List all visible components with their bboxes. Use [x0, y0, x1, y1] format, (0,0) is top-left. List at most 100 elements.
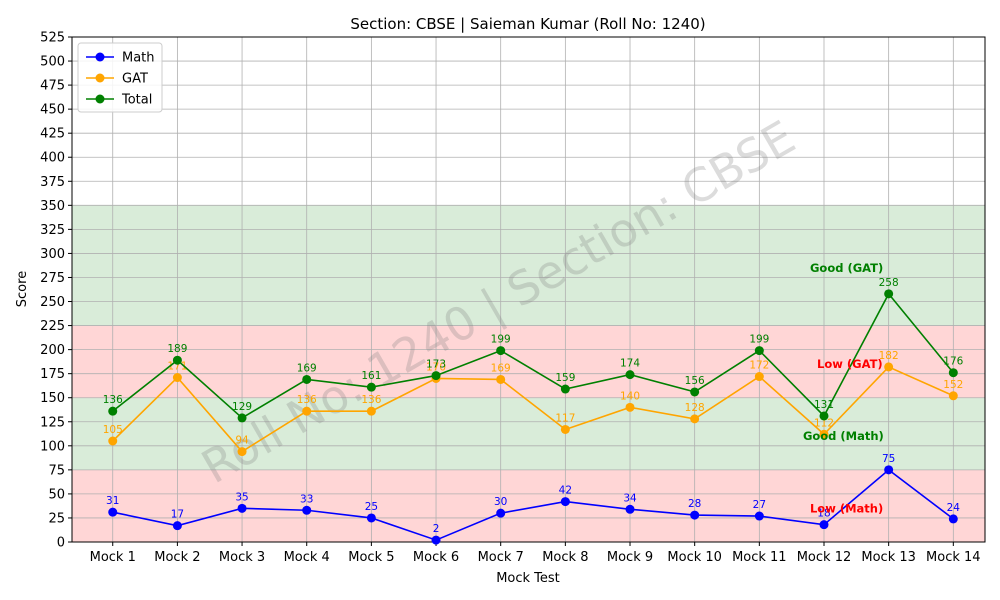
y-axis-label: Score: [15, 271, 30, 307]
y-tick-label: 450: [40, 103, 65, 118]
score-band: [72, 469, 985, 542]
series-line-math: [112, 468, 954, 541]
legend-label-math: Math: [122, 51, 155, 66]
x-axis-label: Mock Test: [496, 571, 560, 586]
data-label-total: 159: [555, 372, 575, 384]
data-point-gat: [366, 406, 376, 416]
data-point-gat: [496, 374, 506, 384]
x-tick-label: Mock 4: [284, 550, 330, 565]
plot-frame: [71, 36, 986, 543]
x-tick-label: Mock 13: [861, 550, 916, 565]
y-tick-label: 300: [40, 247, 65, 262]
data-label-total: 258: [879, 277, 899, 289]
data-label-gat: 169: [491, 362, 511, 374]
y-tick-label: 250: [40, 295, 65, 310]
data-label-total: 173: [426, 359, 446, 371]
data-label-gat: 152: [943, 379, 963, 391]
score-bands: [72, 205, 985, 542]
data-point-total: [884, 289, 894, 299]
data-point-gat: [884, 362, 894, 372]
x-tick-label: Mock 5: [348, 550, 394, 565]
data-label-total: 174: [620, 358, 640, 370]
data-point-total: [690, 387, 700, 397]
data-point-total: [754, 346, 764, 356]
y-tick-label: 400: [40, 151, 65, 166]
chart-title: Section: CBSE | Saieman Kumar (Roll No: …: [350, 15, 705, 33]
data-label-math: 34: [623, 492, 637, 504]
legend-marker-gat: [95, 73, 105, 83]
x-tick-label: Mock 10: [667, 550, 722, 565]
data-label-total: 131: [814, 399, 834, 411]
y-tick-label: 475: [40, 79, 65, 94]
data-label-gat: 112: [814, 417, 834, 429]
data-label-gat: 136: [297, 394, 317, 406]
legend-label-total: Total: [121, 93, 152, 108]
data-point-gat: [108, 436, 118, 446]
data-label-gat: 136: [361, 394, 381, 406]
data-point-math: [237, 503, 247, 513]
legend-label-gat: GAT: [122, 72, 148, 87]
data-label-math: 24: [947, 502, 961, 514]
data-label-gat: 117: [555, 412, 575, 424]
data-label-gat: 170: [426, 361, 446, 373]
data-label-gat: 128: [685, 402, 705, 414]
y-tick-label: 375: [40, 175, 65, 190]
y-tick-label: 200: [40, 343, 65, 358]
data-label-math: 27: [753, 499, 766, 511]
data-label-total: 199: [491, 334, 511, 346]
data-point-math: [366, 513, 376, 523]
data-point-math: [172, 521, 182, 531]
y-tick-label: 75: [48, 463, 65, 478]
data-point-math: [431, 535, 441, 545]
data-point-total: [172, 355, 182, 365]
y-tick-label: 425: [40, 127, 65, 142]
x-tick-label: Mock 9: [607, 550, 653, 565]
y-tick-label: 350: [40, 199, 65, 214]
y-tick-label: 225: [40, 319, 65, 334]
x-tick-label: Mock 7: [478, 550, 524, 565]
data-label-math: 42: [559, 485, 572, 497]
data-label-total: 199: [749, 334, 769, 346]
annotations-layer: Good (GAT) Low (GAT) Good (Math) Low (Math): [803, 261, 884, 515]
y-tick-label: 500: [40, 55, 65, 70]
data-point-gat: [302, 406, 312, 416]
y-tick-label: 25: [48, 511, 65, 526]
data-point-gat: [237, 447, 247, 457]
data-label-total: 161: [361, 370, 381, 382]
score-band: [72, 325, 985, 398]
legend-marker-math: [95, 52, 105, 62]
y-tick-label: 125: [40, 415, 65, 430]
data-label-total: 136: [103, 394, 123, 406]
series-line-gat: [112, 365, 954, 453]
data-point-total: [625, 370, 635, 380]
y-tick-label: 175: [40, 367, 65, 382]
data-label-math: 17: [171, 509, 184, 521]
data-point-math: [690, 510, 700, 520]
y-tick-label: 100: [40, 439, 65, 454]
data-point-math: [948, 514, 958, 524]
data-point-math: [625, 504, 635, 514]
score-band: [72, 205, 985, 326]
data-label-math: 75: [882, 453, 895, 465]
data-point-gat: [754, 372, 764, 382]
x-tick-label: Mock 3: [219, 550, 265, 565]
x-tick-label: Mock 14: [926, 550, 981, 565]
x-tick-label: Mock 6: [413, 550, 459, 565]
data-label-gat: 172: [749, 360, 769, 372]
data-point-gat: [172, 373, 182, 383]
data-point-gat: [819, 429, 829, 439]
axes: 0255075100125150175200225250275300325350…: [40, 31, 986, 565]
data-label-total: 156: [685, 375, 705, 387]
x-tick-label: Mock 1: [90, 550, 136, 565]
data-point-math: [302, 505, 312, 515]
band-annotation: Good (Math): [803, 429, 884, 443]
data-label-math: 31: [106, 495, 119, 507]
data-point-math: [754, 511, 764, 521]
data-label-total: 176: [943, 356, 963, 368]
data-label-math: 30: [494, 496, 507, 508]
data-point-total: [560, 384, 570, 394]
data-label-math: 2: [433, 523, 440, 535]
legend-marker-total: [95, 94, 105, 104]
